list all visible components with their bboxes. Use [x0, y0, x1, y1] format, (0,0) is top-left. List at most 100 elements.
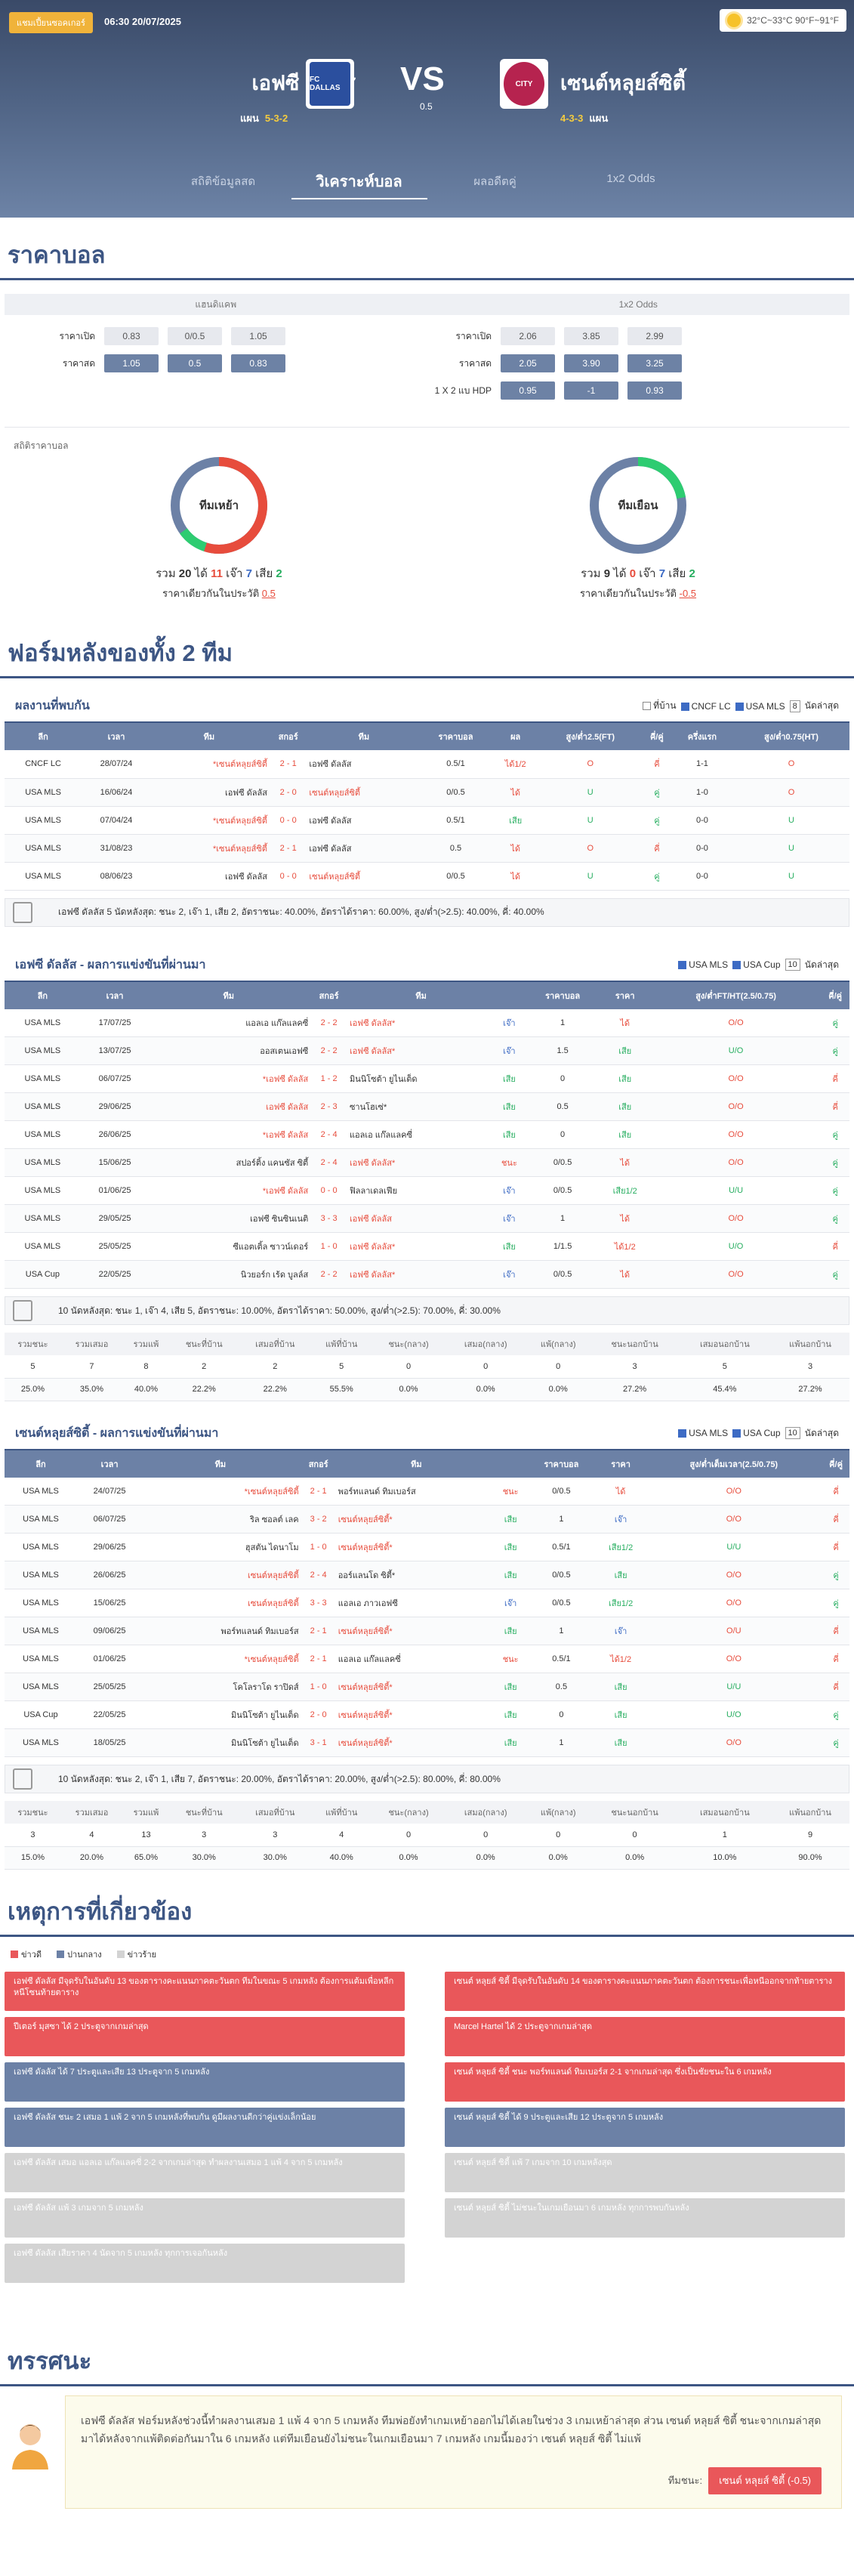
table-row[interactable]: USA MLS 06/07/25 ริล ซอลต์ เลค 3 - 2 เซนต์หล…: [5, 1505, 849, 1534]
table-row[interactable]: USA MLS 24/07/25 *เซนต์หลุยส์ซิตี้ 2 - 1 พอร…: [5, 1477, 849, 1506]
stat-percent: 15.0%: [5, 1846, 61, 1870]
table-cell: ได้1/2: [492, 750, 538, 779]
stl-count-select[interactable]: 10: [785, 1427, 800, 1439]
pick-badge[interactable]: เซนต์ หลุยส์ ซิตี้ (-0.5): [708, 2466, 822, 2494]
h2h-summary: เอฟซี ดัลลัส 5 นัดหลังสุด: ชนะ 2, เจ๊า 1…: [5, 897, 849, 927]
table-row[interactable]: USA MLS 07/04/24 *เซนต์หลุยส์ซิตี้ 0 - 0 เอฟ…: [5, 806, 849, 835]
table-cell: *เอฟซี ดัลลัส: [149, 1176, 309, 1205]
tab-h2h[interactable]: ผลอดีตคู่: [473, 175, 516, 188]
column-header: ลีก: [5, 1450, 77, 1478]
table-row[interactable]: USA MLS 15/06/25 เซนต์หลุยส์ซิตี้ 3 - 3 แอลเ…: [5, 1589, 849, 1617]
column-header: ราคาบอล: [418, 723, 493, 750]
table-cell: U/O: [650, 1232, 822, 1261]
table-row[interactable]: USA MLS 08/06/23 เอฟซี ดัลลัส 0 - 0 เซนต์หลุ…: [5, 862, 849, 891]
table-row[interactable]: USA MLS 29/06/25 ฮุสตัน ไดนาโม 1 - 0 เซนต์หล…: [5, 1533, 849, 1561]
events-legend: ข่าวดี ปานกลาง ข่าวร้าย: [0, 1937, 854, 1972]
stat-count: 0: [371, 1824, 446, 1847]
events-section-title: เหตุการที่เกี่ยวข้อง: [0, 1885, 854, 1937]
column-header: เวลา: [82, 723, 151, 750]
table-row[interactable]: USA MLS 06/07/25 *เอฟซี ดัลลัส 1 - 2 มินนิโซ…: [5, 1064, 849, 1093]
stat-header: รวมเสมอ: [60, 1801, 123, 1824]
league-button[interactable]: แชมเปี้ยนซอคเกอร์: [9, 12, 93, 33]
table-row[interactable]: USA MLS 31/08/23 *เซนต์หลุยส์ซิตี้ 2 - 1 เอฟ…: [5, 834, 849, 863]
table-cell: เสีย: [492, 806, 538, 835]
table-cell: USA Cup: [5, 1700, 77, 1729]
h2h-count-select[interactable]: 8: [789, 700, 800, 712]
stat-count: 2: [238, 1355, 312, 1379]
tab-1x2-odds[interactable]: 1x2 Odds: [606, 172, 655, 185]
opinion-box: เอฟซี ดัลลัส ฟอร์มหลังช่วงนี้ทำผลงานเสมอ…: [5, 2395, 849, 2516]
stat-count: 2: [169, 1355, 239, 1379]
stat-count: 7: [60, 1355, 123, 1379]
table-row[interactable]: USA MLS 09/06/25 พอร์ทแลนด์ ทิมเบอร์ส 2 - 1…: [5, 1617, 849, 1645]
dallas-table: ลีก เวลา ทีม สกอร์ ทีม ราคาบอล ราคา สูง/ต่ำFT/H…: [5, 981, 849, 1289]
table-cell: มินนิโซต้า ยูไนเต็ด: [142, 1728, 299, 1757]
note-icon: [13, 901, 32, 923]
table-cell: ฮุสตัน ไดนาโม: [142, 1533, 299, 1561]
table-row[interactable]: USA MLS 25/05/25 ซีแอตเติ้ล ซาวน์เดอร์ 1 - …: [5, 1232, 849, 1261]
table-cell: 3 - 1: [298, 1728, 338, 1757]
table-cell: 2 - 4: [308, 1120, 350, 1149]
table-cell: 18/05/25: [76, 1728, 143, 1757]
table-cell: เสีย: [492, 1092, 526, 1121]
table-cell: O/O: [650, 1260, 822, 1289]
table-row[interactable]: USA MLS 15/06/25 สปอร์ติ้ง แคนซัส ซิตี้ 2 -…: [5, 1148, 849, 1177]
table-cell: เสีย: [596, 1700, 646, 1729]
table-row[interactable]: USA MLS 25/05/25 โคโลราโด ราปิดส์ 1 - 0 เซนต…: [5, 1673, 849, 1701]
table-row[interactable]: USA MLS 29/05/25 เอฟซี ซินซินเนติ 3 - 3 เอฟซ…: [5, 1204, 849, 1233]
table-cell: USA Cup: [5, 1260, 81, 1289]
table-row[interactable]: CNCF LC 28/07/24 *เซนต์หลุยส์ซิตี้ 2 - 1 เอฟ…: [5, 750, 849, 779]
table-row[interactable]: USA MLS 26/06/25 *เอฟซี ดัลลัส 2 - 4 แอลเอ แ…: [5, 1120, 849, 1149]
table-cell: ได้1/2: [599, 1232, 651, 1261]
table-cell: 3 - 3: [308, 1204, 350, 1233]
table-cell: เสีย: [596, 1728, 646, 1757]
stat-count: 0: [590, 1824, 679, 1847]
table-cell: เสีย: [495, 1505, 527, 1534]
table-cell: *เอฟซี ดัลลัส: [149, 1064, 309, 1093]
table-row[interactable]: USA MLS 16/06/24 เอฟซี ดัลลัส 2 - 0 เซนต์หลุ…: [5, 778, 849, 807]
table-cell: U/O: [650, 1036, 822, 1065]
stat-count: 3: [169, 1824, 239, 1847]
dallas-title: เอฟซี ดัลลัส - ผลการแข่งขันที่ผ่านมา USA…: [5, 947, 849, 982]
table-cell: คู่: [821, 1148, 849, 1177]
table-cell: 0 - 0: [267, 862, 310, 891]
stat-count: 5: [678, 1355, 772, 1379]
table-row[interactable]: USA MLS 01/06/25 *เอฟซี ดัลลัส 0 - 0 ฟิลลาเด…: [5, 1176, 849, 1205]
dallas-count-select[interactable]: 10: [785, 959, 800, 971]
table-cell: USA MLS: [5, 1148, 81, 1177]
table-row[interactable]: USA MLS 17/07/25 แอลเอ แก๊ลแลคซี่ 2 - 2 เอฟซ…: [5, 1008, 849, 1037]
away-team-name: เซนต์หลุยส์ซิตี้: [560, 72, 686, 94]
table-cell: ซานโฮเซ่*: [349, 1092, 493, 1121]
table-cell: 0: [526, 1120, 600, 1149]
column-header: ราคา: [599, 981, 651, 1009]
table-row[interactable]: USA Cup 22/05/25 นิวยอร์ก เร้ด บูลล์ส 2 - 2…: [5, 1260, 849, 1289]
column-header: คี่/คู่: [822, 1450, 849, 1478]
table-cell: 0 - 0: [308, 1176, 350, 1205]
stat-percent: 90.0%: [771, 1846, 849, 1870]
table-cell: 06/07/25: [76, 1505, 143, 1534]
table-cell: 22/05/25: [76, 1700, 143, 1729]
table-row[interactable]: USA MLS 26/06/25 เซนต์หลุยส์ซิตี้ 2 - 4 ออร์…: [5, 1561, 849, 1589]
column-header: เวลา: [80, 981, 150, 1009]
tab-analysis[interactable]: วิเคราะห์บอล: [291, 168, 427, 199]
away-donut-center: ทีมเยือน: [618, 499, 659, 512]
stat-percent: 0.0%: [371, 1846, 446, 1870]
table-cell: O/U: [645, 1617, 823, 1645]
table-cell: 07/04/24: [82, 806, 151, 835]
table-cell: เอฟซี ดัลลัส: [349, 1204, 493, 1233]
table-cell: 1 - 0: [298, 1533, 338, 1561]
table-cell: 28/07/24: [82, 750, 151, 779]
table-cell: 26/06/25: [80, 1120, 150, 1149]
table-row[interactable]: USA MLS 13/07/25 ออสเตนเอฟซี 2 - 2 เอฟซี ดัล…: [5, 1036, 849, 1065]
tab-live-stats[interactable]: สถิติข้อมูลสด: [190, 175, 256, 188]
table-row[interactable]: USA MLS 29/06/25 เอฟซี ดัลลัส 2 - 3 ซานโฮเซ่…: [5, 1092, 849, 1121]
table-cell: คี่: [642, 750, 671, 779]
stat-header: เสมอนอกบ้าน: [678, 1801, 772, 1824]
column-header: คี่/คู่: [821, 981, 849, 1009]
stl-table: ลีก เวลา ทีม สกอร์ ทีม ราคาบอล ราคา สูง/ต่ำเต็ม…: [5, 1450, 849, 1757]
table-cell: 1-0: [671, 778, 733, 807]
table-cell: USA MLS: [5, 1561, 77, 1589]
table-row[interactable]: USA MLS 01/06/25 *เซนต์หลุยส์ซิตี้ 2 - 1 แอล…: [5, 1645, 849, 1673]
